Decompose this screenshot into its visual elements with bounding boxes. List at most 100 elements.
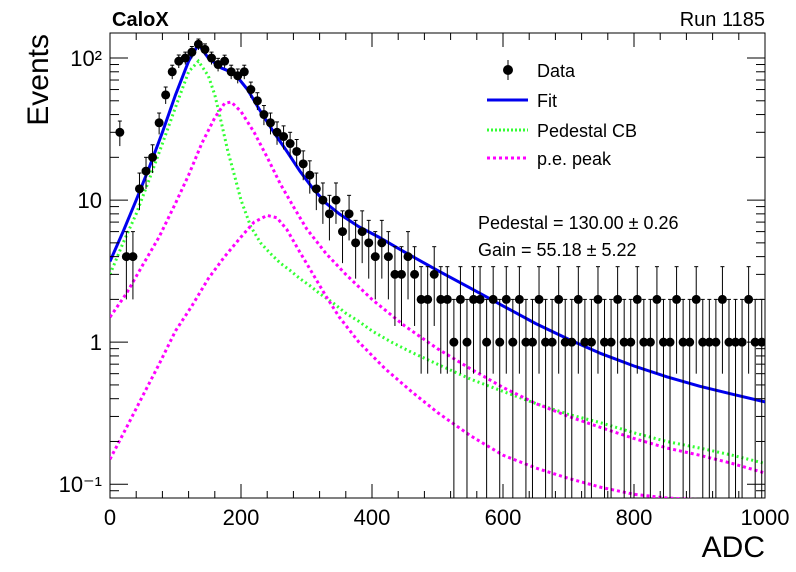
data-marker xyxy=(613,294,623,304)
legend-label-data: Data xyxy=(537,61,576,81)
data-marker xyxy=(390,269,400,279)
data-marker xyxy=(121,252,131,262)
data-point xyxy=(613,266,623,374)
data-point xyxy=(691,266,701,374)
data-marker xyxy=(429,269,439,279)
data-point xyxy=(364,219,374,279)
data-point xyxy=(462,298,472,498)
data-point xyxy=(161,86,171,104)
data-marker xyxy=(455,294,465,304)
x-tick-label: 0 xyxy=(104,505,116,530)
data-point xyxy=(226,64,236,80)
data-point xyxy=(246,81,256,99)
data-marker xyxy=(724,337,734,347)
data-marker xyxy=(252,96,262,106)
data-marker xyxy=(501,294,511,304)
data-marker xyxy=(396,269,406,279)
data-marker xyxy=(239,67,249,77)
data-marker xyxy=(665,337,675,347)
data-marker xyxy=(645,337,655,347)
data-marker xyxy=(573,294,583,304)
data-marker xyxy=(233,71,243,81)
data-marker xyxy=(200,44,210,54)
plot-area xyxy=(110,38,765,498)
data-marker xyxy=(711,337,721,347)
data-point xyxy=(442,266,452,374)
legend-entry-pedestal: Pedestal CB xyxy=(487,121,637,141)
data-marker xyxy=(134,184,144,194)
data-marker xyxy=(698,337,708,347)
data-marker xyxy=(469,294,479,304)
data-marker xyxy=(658,337,668,347)
data-point xyxy=(560,298,570,498)
data-marker xyxy=(626,337,636,347)
data-point xyxy=(200,43,210,56)
data-point xyxy=(377,219,387,279)
x-axis-title: ADC xyxy=(702,531,765,564)
data-marker xyxy=(495,337,505,347)
data-point xyxy=(148,144,158,174)
data-point xyxy=(220,54,230,68)
y-axis-title: Events xyxy=(22,34,55,126)
plot-frame xyxy=(109,32,766,499)
data-marker xyxy=(737,337,747,347)
data-point xyxy=(121,231,131,300)
data-point xyxy=(469,266,479,374)
x-tick-label: 400 xyxy=(354,505,391,530)
data-point xyxy=(154,112,164,135)
data-point xyxy=(344,194,354,241)
data-marker xyxy=(416,294,426,304)
data-marker xyxy=(639,337,649,347)
data-point xyxy=(672,266,682,374)
data-marker xyxy=(685,337,695,347)
data-marker xyxy=(547,337,557,347)
data-marker xyxy=(541,337,551,347)
y-tick-label: 10² xyxy=(70,46,102,71)
data-point xyxy=(357,210,367,264)
data-marker xyxy=(475,294,485,304)
plot-marks xyxy=(110,38,765,498)
data-point xyxy=(351,219,361,279)
data-point xyxy=(305,160,315,194)
data-point xyxy=(488,266,498,374)
data-marker xyxy=(246,85,256,95)
data-point xyxy=(423,266,433,374)
data-point xyxy=(265,112,275,135)
fit-pedestal-text: Pedestal = 130.00 ± 0.26 xyxy=(478,213,679,233)
data-point xyxy=(390,246,400,326)
data-marker xyxy=(704,337,714,347)
legend-label-fit: Fit xyxy=(537,91,557,111)
data-point xyxy=(626,298,636,498)
data-marker xyxy=(311,184,321,194)
data-marker xyxy=(593,294,603,304)
data-point xyxy=(383,231,393,300)
legend-data-marker xyxy=(503,65,513,75)
data-marker xyxy=(403,252,413,262)
data-point xyxy=(410,246,420,326)
data-point xyxy=(711,298,721,498)
data-point xyxy=(731,298,741,498)
y-tick-label: 1 xyxy=(90,330,102,355)
data-point xyxy=(318,182,328,224)
data-marker xyxy=(141,166,151,176)
data-point xyxy=(704,298,714,498)
data-point xyxy=(436,266,446,374)
data-point xyxy=(128,231,138,300)
data-point xyxy=(207,51,217,65)
data-marker xyxy=(580,337,590,347)
data-marker xyxy=(285,139,295,149)
data-point xyxy=(134,172,144,211)
data-point xyxy=(639,298,649,498)
data-point xyxy=(167,64,177,80)
data-point xyxy=(606,298,616,498)
data-point xyxy=(187,46,197,59)
data-marker xyxy=(279,132,289,142)
data-marker xyxy=(567,337,577,347)
data-point xyxy=(665,298,675,498)
data-point xyxy=(259,105,269,126)
data-marker xyxy=(298,159,308,169)
data-point xyxy=(658,298,668,498)
data-marker xyxy=(691,294,701,304)
data-point xyxy=(338,210,348,264)
